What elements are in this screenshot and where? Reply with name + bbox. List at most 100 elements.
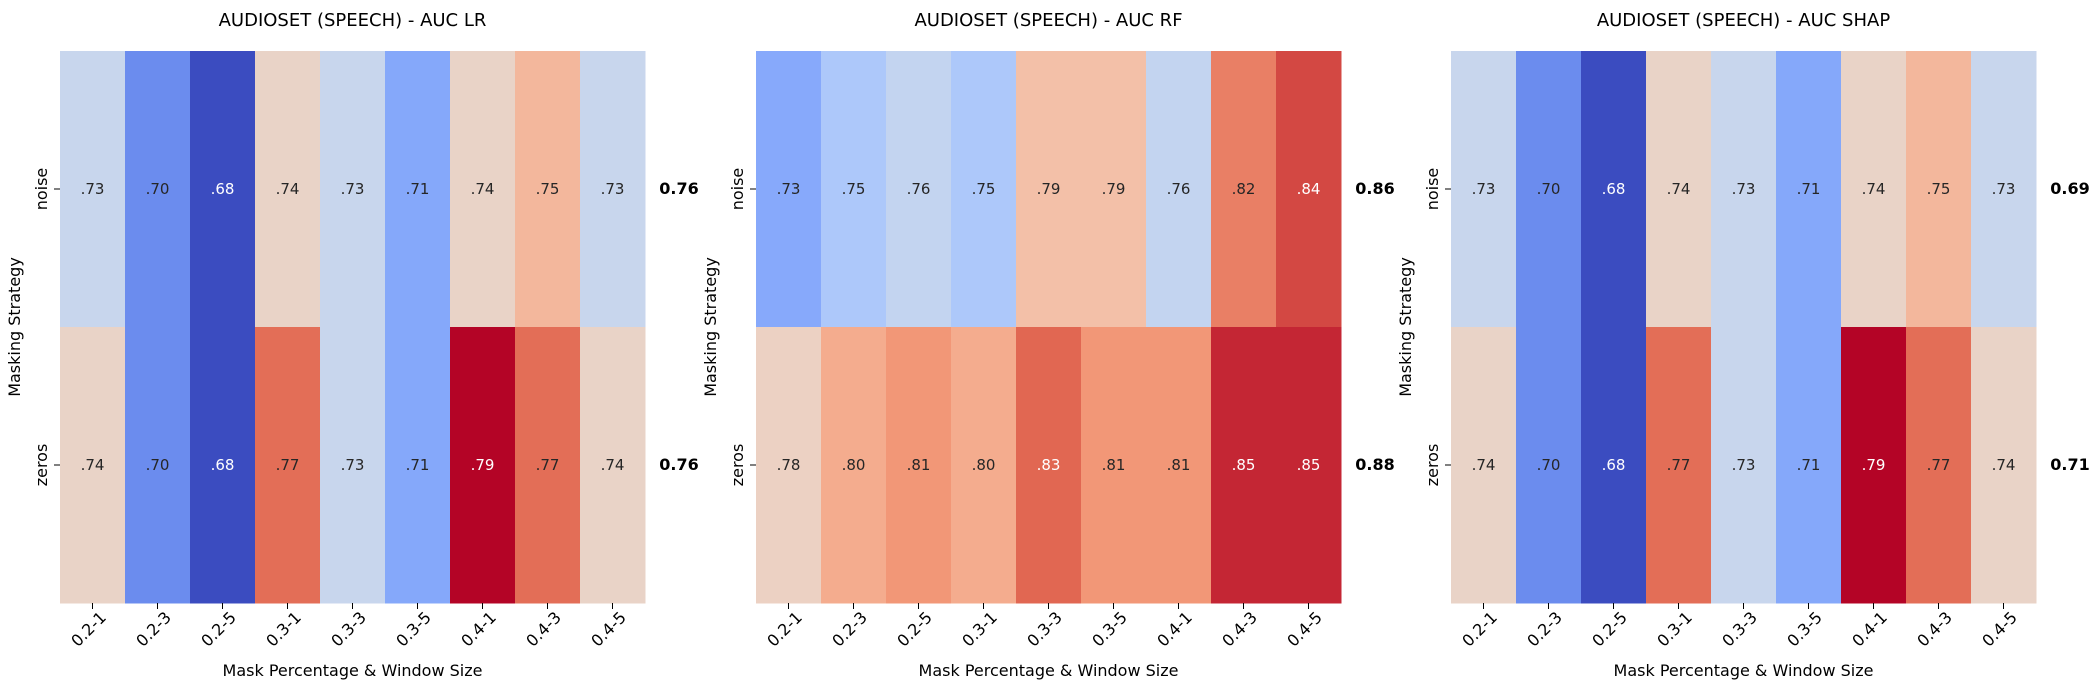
y-axis-label: Masking Strategy — [5, 257, 24, 397]
y-tick-label: noise — [32, 168, 51, 211]
heatmap-panel-3: AUDIOSET (SPEECH) - AUC SHAP .73 .70 .68 .74… — [1396, 10, 2090, 680]
heatmap-cell — [1906, 51, 1972, 328]
cell-label: .68 — [1602, 180, 1626, 198]
cell-label: .74 — [1472, 456, 1496, 474]
heatmap-cell — [1711, 327, 1777, 604]
cell-label: .73 — [1992, 180, 2016, 198]
x-tick-label: 0.3-3 — [1718, 608, 1761, 651]
heatmap-cell — [580, 327, 646, 604]
cell-label: .73 — [1732, 180, 1756, 198]
cell-label: .71 — [1797, 456, 1821, 474]
heatmap-cell — [1016, 51, 1082, 328]
x-tick-label: 0.3-1 — [1653, 608, 1696, 651]
x-tick-label: 0.3-3 — [327, 608, 370, 651]
x-tick-label: 0.2-5 — [1588, 608, 1631, 651]
x-tick-label: 0.2-1 — [763, 608, 806, 651]
heatmap-cell — [1581, 327, 1647, 604]
x-tick-label: 0.4-3 — [1913, 608, 1956, 651]
cell-label: .70 — [1537, 180, 1561, 198]
cell-label: .68 — [1602, 456, 1626, 474]
cell-label: .73 — [341, 456, 365, 474]
heatmap-cell — [1646, 51, 1712, 328]
baseline-value: 0.76 — [659, 179, 698, 198]
heatmap-cell — [450, 327, 516, 604]
x-tick-label: 0.4-5 — [587, 608, 630, 651]
cell-label: .80 — [842, 456, 866, 474]
cell-label: .73 — [1472, 180, 1496, 198]
chart-title: AUDIOSET (SPEECH) - AUC SHAP — [1597, 10, 1891, 31]
cell-label: .81 — [1167, 456, 1191, 474]
cell-label: .70 — [146, 180, 170, 198]
x-tick-label: 0.2-1 — [1458, 608, 1501, 651]
cell-label: .74 — [1992, 456, 2016, 474]
chart-title: AUDIOSET (SPEECH) - AUC LR — [219, 10, 487, 31]
cell-label: .75 — [536, 180, 560, 198]
heatmap-cell — [1451, 327, 1517, 604]
heatmap-cell — [1971, 51, 2037, 328]
cell-label: .77 — [1667, 456, 1691, 474]
cell-label: .74 — [81, 456, 105, 474]
cell-label: .84 — [1297, 180, 1321, 198]
heatmap-cell — [385, 51, 451, 328]
heatmap-cell — [1841, 51, 1907, 328]
heatmap-cell — [951, 327, 1017, 604]
heatmap-cell — [190, 51, 256, 328]
heatmap-cell — [60, 51, 126, 328]
x-tick-label: 0.2-5 — [197, 608, 240, 651]
cell-label: .85 — [1297, 456, 1321, 474]
heatmap-panel-2: AUDIOSET (SPEECH) - AUC RF .73 .75 .76 .75 .7… — [701, 10, 1395, 680]
cell-label: .75 — [1927, 180, 1951, 198]
heatmap-cell — [515, 51, 581, 328]
cell-label: .79 — [471, 456, 495, 474]
cell-label: .71 — [406, 180, 430, 198]
x-tick-label: 0.2-3 — [1523, 608, 1566, 651]
heatmap-cell — [821, 51, 887, 328]
x-axis-label: Mask Percentage & Window Size — [919, 661, 1179, 680]
heatmap-cell — [821, 327, 887, 604]
heatmap-cell — [1711, 51, 1777, 328]
heatmap-cell — [1081, 327, 1147, 604]
cell-label: .76 — [1167, 180, 1191, 198]
cell-label: .73 — [1732, 456, 1756, 474]
heatmap-cell — [886, 327, 952, 604]
y-axis-label: Masking Strategy — [701, 257, 720, 397]
x-axis-label: Mask Percentage & Window Size — [1614, 661, 1874, 680]
y-tick-label: noise — [728, 168, 747, 211]
baseline-value: 0.88 — [1355, 455, 1394, 474]
cell-label: .73 — [341, 180, 365, 198]
cell-label: .74 — [276, 180, 300, 198]
cell-label: .78 — [777, 456, 801, 474]
heatmap-cell — [450, 51, 516, 328]
heatmap-cell — [1516, 51, 1582, 328]
heatmap-cell — [580, 51, 646, 328]
heatmap-cell — [756, 51, 822, 328]
x-tick-label: 0.4-3 — [1218, 608, 1261, 651]
heatmap-cell — [190, 327, 256, 604]
y-tick-label: zeros — [1423, 444, 1442, 487]
x-tick-label: 0.4-1 — [1153, 608, 1196, 651]
heatmap-cell — [1906, 327, 1972, 604]
x-tick-label: 0.3-1 — [958, 608, 1001, 651]
y-tick-label: zeros — [728, 444, 747, 487]
x-tick-label: 0.3-3 — [1023, 608, 1066, 651]
x-tick-label: 0.2-1 — [67, 608, 110, 651]
heatmap-cell — [1276, 51, 1342, 328]
baseline-value: 0.86 — [1355, 179, 1394, 198]
x-tick-label: 0.4-1 — [1848, 608, 1891, 651]
cell-label: .74 — [1667, 180, 1691, 198]
heatmap-cell — [1211, 327, 1277, 604]
heatmap-cell — [515, 327, 581, 604]
cell-label: .83 — [1037, 456, 1061, 474]
cell-label: .74 — [471, 180, 495, 198]
heatmap-cell — [1211, 51, 1277, 328]
heatmap-cell — [1841, 327, 1907, 604]
cell-label: .74 — [601, 456, 625, 474]
cell-label: .80 — [972, 456, 996, 474]
heatmap-cell — [756, 327, 822, 604]
cell-label: .71 — [1797, 180, 1821, 198]
cell-label: .85 — [1232, 456, 1256, 474]
cell-label: .70 — [1537, 456, 1561, 474]
cell-label: .73 — [777, 180, 801, 198]
cell-label: .68 — [211, 180, 235, 198]
heatmap-cell — [125, 51, 191, 328]
